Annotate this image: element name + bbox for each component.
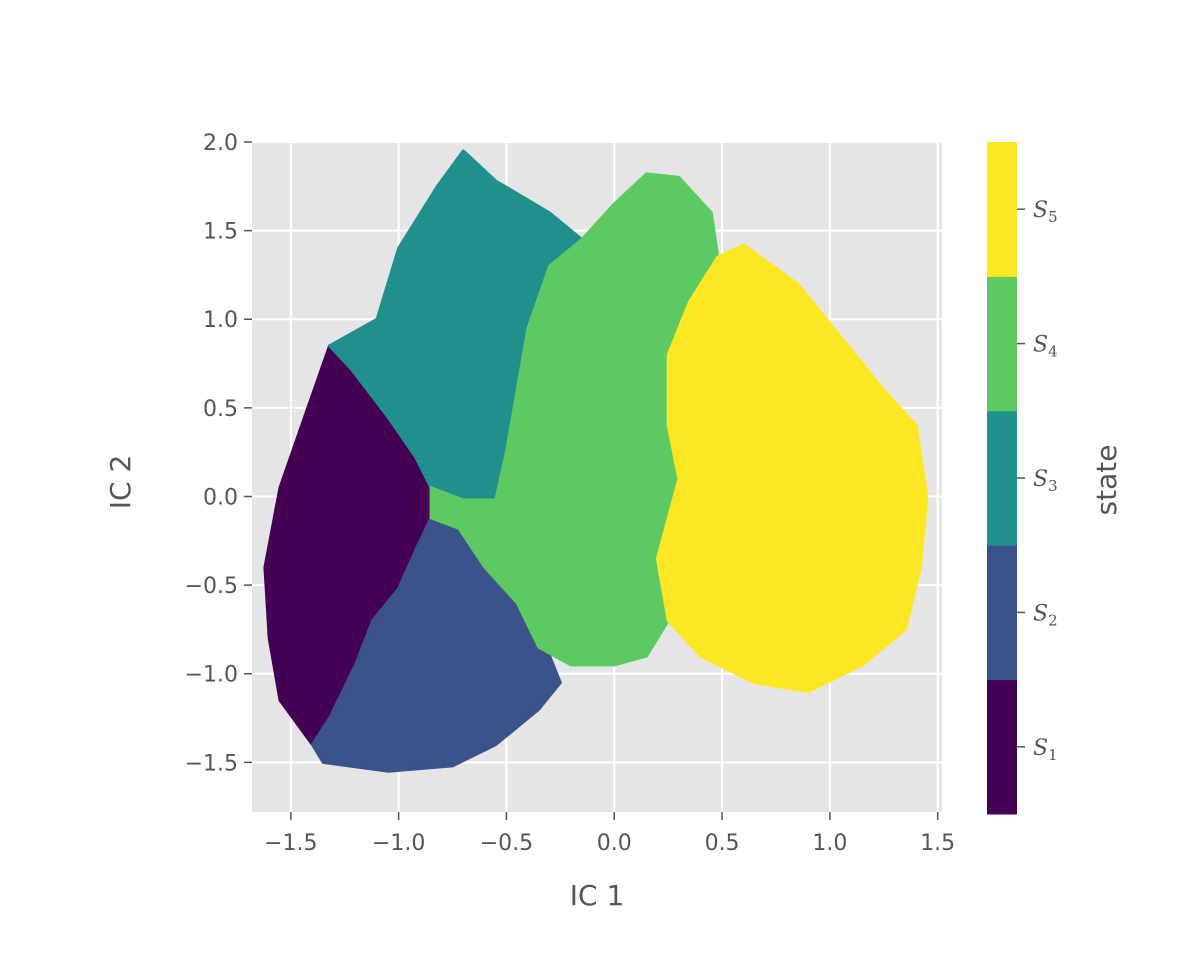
colorbar-segment-s3 [987,410,1017,546]
y-axis-label: IC 2 [104,455,137,510]
colorbar-tick-label: S4 [1033,333,1058,361]
state-regions [263,149,929,773]
colorbar-segment-s1 [987,679,1017,815]
y-tick-label: −1.5 [185,751,238,776]
colorbar-label: state [1090,445,1123,516]
y-tick-label: 0.5 [203,397,238,422]
x-tick-label: 1.5 [920,831,955,856]
x-axis-label: IC 1 [570,879,625,912]
state-symbol: S [1033,601,1048,626]
y-tick-label: −1.0 [185,663,238,688]
x-axis-ticks: −1.5 −1.0 −0.5 0.0 0.5 1.0 1.5 [264,812,955,856]
y-axis-ticks: −1.5 −1.0 −0.5 0.0 0.5 1.0 1.5 2.0 [185,131,252,776]
colorbar-segment-s2 [987,545,1017,681]
state-symbol: S [1033,198,1048,223]
y-tick-label: 1.0 [203,308,238,333]
x-tick-label: 0.0 [597,831,632,856]
y-tick-label: 1.5 [203,220,238,245]
colorbar-tick-label: S2 [1033,601,1058,629]
y-tick-label: 2.0 [203,131,238,156]
y-tick-label: 0.0 [203,485,238,510]
colorbar-segment-s4 [987,276,1017,412]
colorbar-segment-s5 [987,142,1017,277]
state-subscript: 4 [1048,343,1058,361]
x-tick-label: −1.0 [372,831,425,856]
state-subscript: 3 [1048,477,1058,495]
colorbar-tick-label: S1 [1033,736,1058,764]
state-symbol: S [1033,736,1048,761]
x-tick-label: −1.5 [264,831,317,856]
y-tick-label: −0.5 [185,574,238,599]
state-subscript: 1 [1048,746,1058,764]
state-subscript: 2 [1048,611,1058,629]
x-tick-label: 0.5 [705,831,740,856]
state-symbol: S [1033,467,1048,492]
x-tick-label: −0.5 [480,831,533,856]
state-symbol: S [1033,333,1048,358]
colorbar-tick-label: S3 [1033,467,1058,495]
state-subscript: 5 [1048,208,1058,226]
state-region-s5 [655,243,929,693]
x-tick-label: 1.0 [812,831,847,856]
colorbar-tick-label: S5 [1033,198,1058,226]
